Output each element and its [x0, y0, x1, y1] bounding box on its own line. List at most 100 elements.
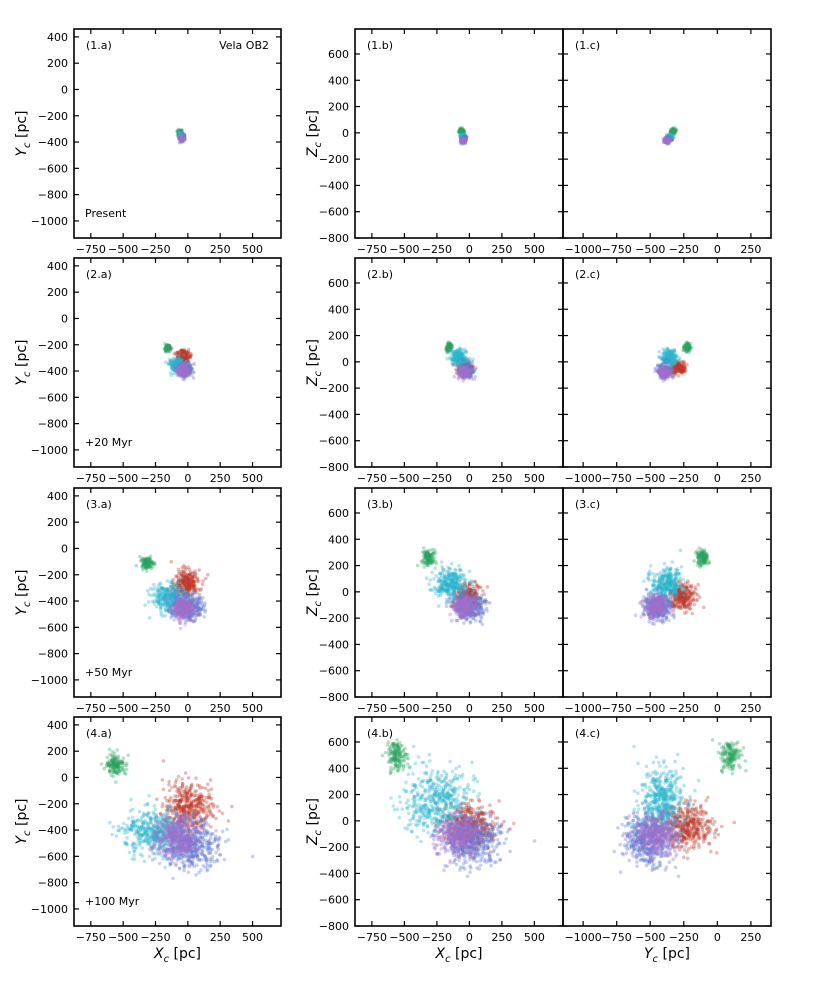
data-point	[460, 363, 464, 367]
y-tick-label: −200	[319, 382, 349, 395]
y-tick-label: 200	[47, 286, 68, 299]
data-point	[189, 617, 193, 621]
y-axis-label: Yc [pc]	[14, 339, 33, 385]
x-tick-label: 0	[714, 472, 721, 485]
y-tick-label: −400	[38, 365, 68, 378]
data-point	[450, 349, 454, 353]
scatter-points	[416, 546, 492, 626]
data-point	[193, 614, 197, 618]
data-point	[661, 363, 665, 367]
data-point	[172, 618, 176, 622]
data-point	[157, 587, 161, 591]
data-point	[141, 568, 145, 572]
x-tick-label: 0	[714, 243, 721, 256]
x-tick-label: −500	[108, 472, 138, 485]
data-point	[180, 618, 184, 622]
data-point	[149, 564, 153, 568]
data-point	[677, 359, 681, 363]
data-point	[465, 366, 469, 370]
data-point	[152, 583, 156, 587]
panel-tag: (3.a)	[86, 498, 112, 511]
data-point	[455, 369, 459, 373]
data-point	[181, 378, 185, 382]
data-point	[170, 587, 174, 591]
data-point	[191, 606, 195, 610]
data-point	[202, 615, 206, 619]
data-point	[673, 360, 677, 364]
data-point	[182, 353, 186, 357]
x-tick-label: 0	[466, 243, 473, 256]
data-point	[138, 555, 142, 559]
panel-tag: (2.a)	[86, 268, 112, 281]
x-tick-label: −750	[357, 243, 387, 256]
data-point	[453, 375, 457, 379]
y-tick-label: −200	[38, 339, 68, 352]
x-tick-label: −500	[389, 472, 419, 485]
data-point	[461, 351, 465, 355]
x-tick-label: −500	[635, 243, 665, 256]
y-tick-label: 0	[342, 356, 349, 369]
data-point	[678, 368, 682, 372]
data-point	[177, 568, 181, 572]
data-point	[657, 350, 661, 354]
data-point	[423, 565, 427, 569]
y-tick-label: 0	[342, 127, 349, 140]
y-tick-label: 400	[328, 74, 349, 87]
y-tick-label: −600	[38, 621, 68, 634]
data-point	[662, 379, 666, 383]
y-tick-label: −800	[38, 189, 68, 202]
data-point	[151, 600, 155, 604]
x-tick-label: 500	[242, 702, 263, 715]
data-point	[464, 139, 468, 143]
x-tick-label: −250	[669, 243, 699, 256]
data-point	[657, 355, 661, 359]
scatter-points	[457, 126, 469, 146]
x-tick-label: −250	[422, 243, 452, 256]
data-point	[190, 597, 194, 601]
x-tick-label: −1000	[565, 243, 602, 256]
data-point	[450, 362, 454, 366]
data-point	[190, 575, 194, 579]
data-point	[663, 370, 667, 374]
data-point	[179, 627, 183, 631]
x-tick-label: 250	[491, 243, 512, 256]
data-point	[163, 603, 167, 607]
data-point	[174, 610, 178, 614]
data-point	[455, 349, 459, 353]
data-point	[135, 564, 139, 568]
data-point	[179, 577, 183, 581]
data-point	[176, 584, 180, 588]
data-point	[685, 346, 689, 350]
data-point	[184, 368, 188, 372]
data-point	[180, 370, 184, 374]
y-tick-label: −400	[38, 595, 68, 608]
data-point	[184, 611, 188, 615]
data-point	[170, 579, 174, 583]
data-point	[429, 548, 433, 552]
x-tick-label: −500	[108, 702, 138, 715]
y-axis-label: Zc [pc]	[305, 110, 324, 158]
x-tick-label: −250	[669, 472, 699, 485]
data-point	[175, 592, 179, 596]
data-point	[167, 608, 171, 612]
data-point	[167, 596, 171, 600]
epoch-label: Present	[85, 207, 127, 220]
epoch-label: +50 Myr	[85, 666, 133, 679]
data-point	[183, 566, 187, 570]
data-point	[667, 366, 671, 370]
scatter-points	[163, 342, 197, 382]
data-point	[201, 603, 205, 607]
data-point	[198, 588, 202, 592]
data-point	[169, 616, 173, 620]
y-tick-label: 0	[61, 312, 68, 325]
data-point	[659, 377, 663, 381]
y-tick-label: −200	[319, 153, 349, 166]
data-point	[420, 560, 424, 564]
data-point	[170, 346, 174, 350]
data-point	[191, 603, 195, 607]
data-point	[682, 360, 686, 364]
data-point	[664, 139, 668, 143]
x-tick-label: −250	[140, 702, 170, 715]
